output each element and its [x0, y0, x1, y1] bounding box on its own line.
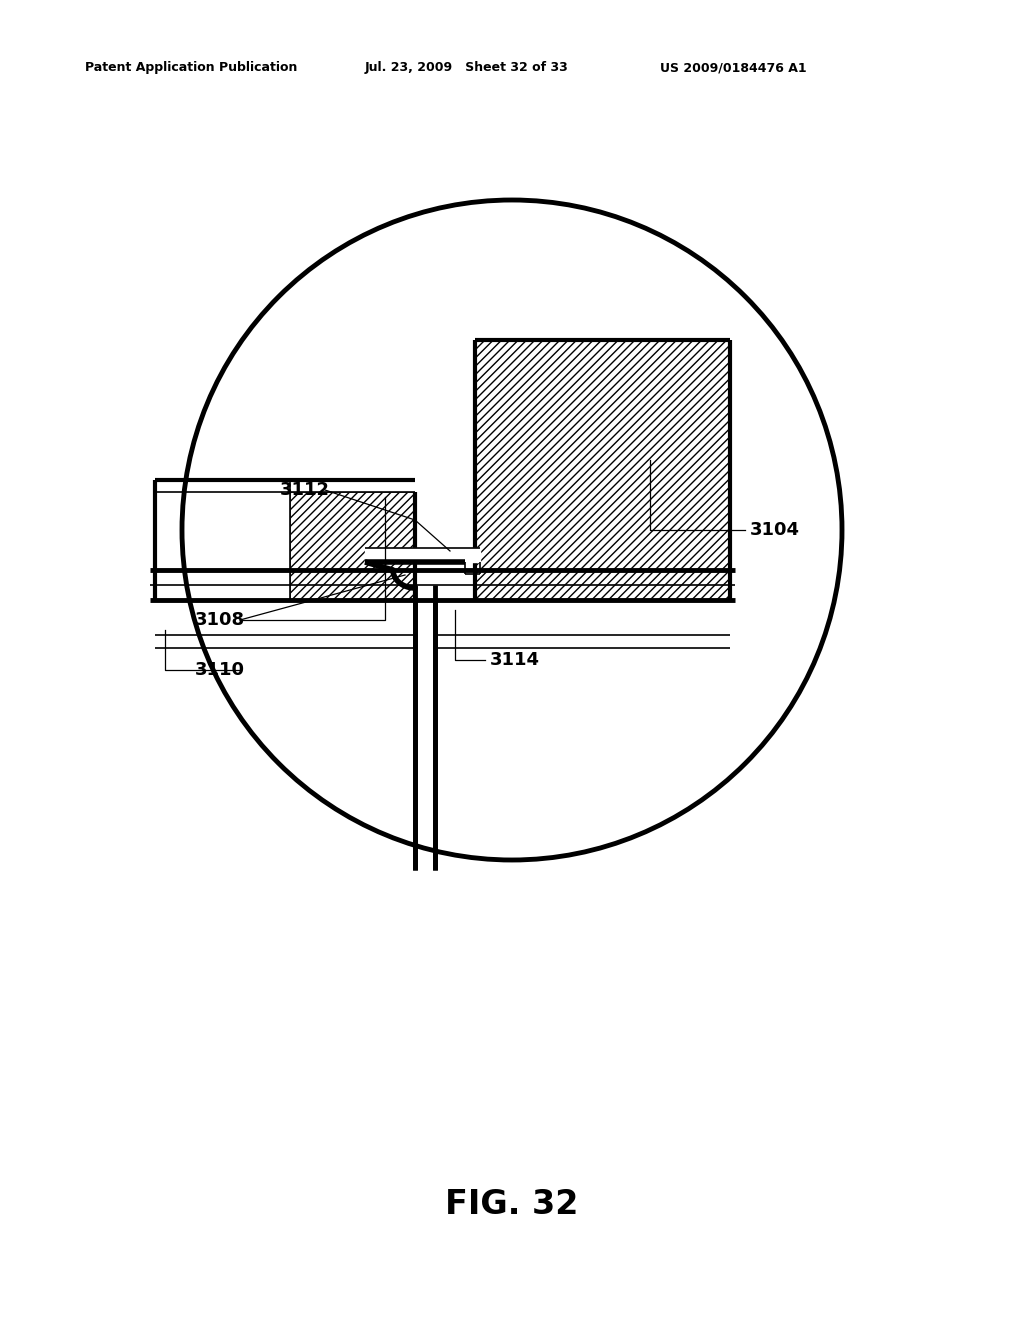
Polygon shape	[475, 341, 730, 601]
Text: Patent Application Publication: Patent Application Publication	[85, 62, 297, 74]
Polygon shape	[445, 601, 730, 900]
Polygon shape	[475, 341, 730, 601]
Polygon shape	[290, 492, 415, 601]
Text: 3114: 3114	[490, 651, 540, 669]
Text: Jul. 23, 2009   Sheet 32 of 33: Jul. 23, 2009 Sheet 32 of 33	[365, 62, 568, 74]
Text: 3108: 3108	[195, 611, 245, 630]
Polygon shape	[365, 548, 480, 562]
Polygon shape	[155, 480, 415, 601]
Text: 3110: 3110	[195, 661, 245, 678]
Text: 3104: 3104	[750, 521, 800, 539]
Polygon shape	[415, 570, 435, 870]
Text: 3112: 3112	[280, 480, 330, 499]
Text: US 2009/0184476 A1: US 2009/0184476 A1	[660, 62, 807, 74]
Text: FIG. 32: FIG. 32	[445, 1188, 579, 1221]
Polygon shape	[155, 601, 445, 900]
